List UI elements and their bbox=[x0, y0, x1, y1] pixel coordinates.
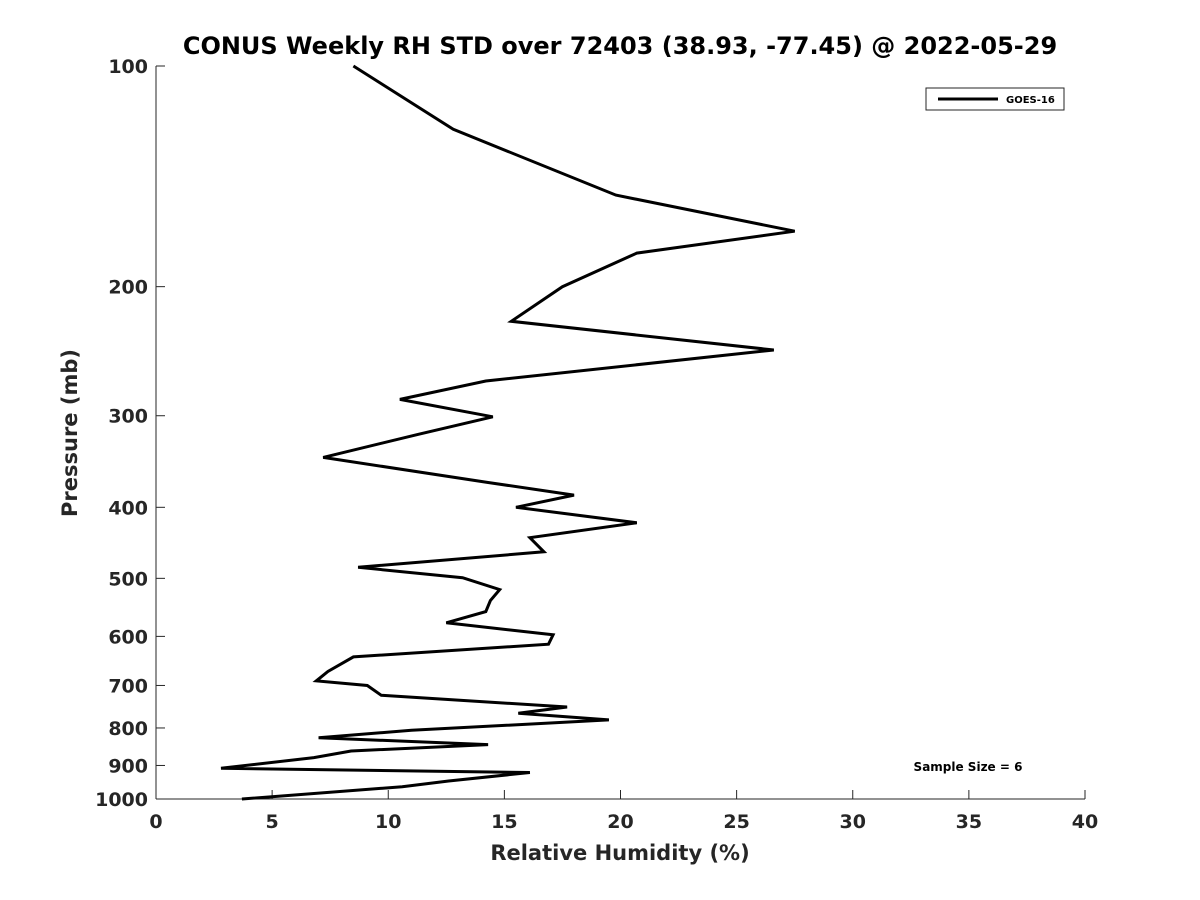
x-tick-label: 0 bbox=[149, 811, 162, 833]
y-tick-label: 200 bbox=[108, 277, 148, 299]
y-tick-label: 100 bbox=[108, 56, 148, 78]
x-tick-label: 15 bbox=[491, 811, 517, 833]
series-line-goes-16 bbox=[220, 64, 795, 801]
y-axis-label: Pressure (mb) bbox=[58, 349, 82, 517]
x-tick-label: 5 bbox=[266, 811, 279, 833]
y-tick-label: 600 bbox=[108, 626, 148, 648]
y-tick-label: 700 bbox=[108, 675, 148, 697]
x-axis-label: Relative Humidity (%) bbox=[490, 841, 749, 865]
y-tick-label: 400 bbox=[108, 497, 148, 519]
x-tick-label: 30 bbox=[840, 811, 866, 833]
x-tick-label: 40 bbox=[1072, 811, 1098, 833]
y-tick-label: 900 bbox=[108, 755, 148, 777]
y-tick-label: 800 bbox=[108, 718, 148, 740]
legend-label: GOES-16 bbox=[1006, 95, 1055, 106]
sample-size-annotation: Sample Size = 6 bbox=[914, 760, 1023, 774]
plot-area: 0 5 10 15 20 25 30 35 40 100 200 300 400 500 600 700 800… bbox=[95, 56, 1098, 833]
x-tick-label: 10 bbox=[375, 811, 401, 833]
x-tick-label: 25 bbox=[723, 811, 749, 833]
x-tick-label: 20 bbox=[607, 811, 633, 833]
x-tick-label: 35 bbox=[956, 811, 982, 833]
y-tick-label: 1000 bbox=[95, 789, 148, 811]
y-tick-label: 500 bbox=[108, 568, 148, 590]
chart-title: CONUS Weekly RH STD over 72403 (38.93, -… bbox=[183, 32, 1057, 60]
y-tick-label: 300 bbox=[108, 406, 148, 428]
legend: GOES-16 bbox=[925, 87, 1065, 111]
